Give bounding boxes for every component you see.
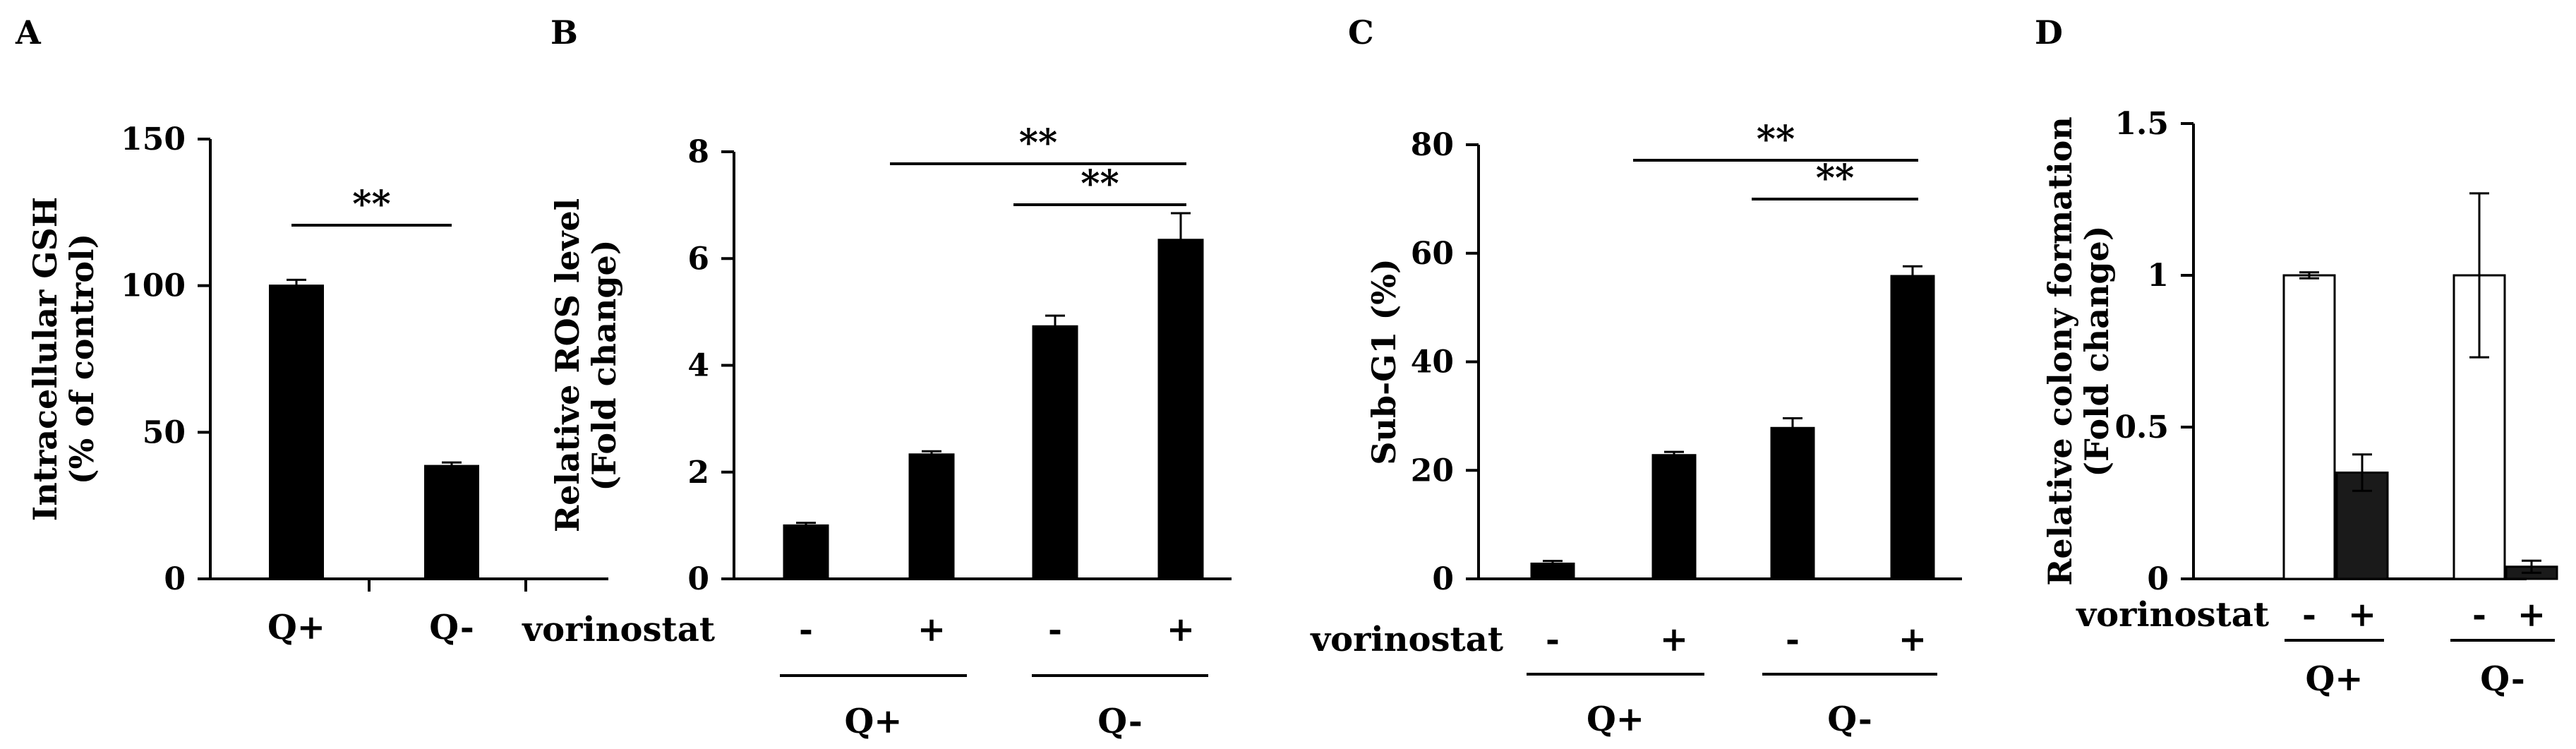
y-axis-label-A: (% of control) [63,234,101,485]
group-label-B: Q+ [844,702,902,741]
bar-B-0 [783,524,829,580]
significance-marker-A: ** [352,183,390,226]
bar-C-3 [1890,275,1935,580]
panel-letter-D: D [2035,13,2063,52]
y-axis-label-C: Sub-G1 (%) [1365,258,1403,465]
treatment-label-D: + [2348,595,2376,635]
group-label-C: Q+ [1587,700,1644,739]
vorinostat-row-label-C: vorinostat [1310,620,1503,659]
treatment-label-B: + [1167,610,1195,649]
bar-C-1 [1651,454,1697,580]
bar-A-0 [269,284,324,580]
bar-B-3 [1157,239,1204,580]
group-label-B: Q- [1097,702,1143,741]
bar-D-0 [2282,274,2336,580]
significance-marker-C: ** [1757,118,1795,161]
panel-letter-C: C [1348,13,1374,52]
significance-marker-B: ** [1081,162,1119,205]
y-tick-label-C: 60 [1411,236,1454,272]
significance-marker-B: ** [1019,121,1057,164]
y-tick-label-D: 0 [2147,561,2169,597]
y-tick-label-B: 4 [687,348,709,384]
vorinostat-row-label-D: vorinostat [2076,595,2269,635]
y-axis-label-B: Relative ROS level [548,198,586,532]
bar-A-1 [424,465,479,580]
treatment-label-D: - [2302,595,2316,635]
treatment-label-C: - [1546,620,1560,659]
group-label-C: Q- [1827,700,1872,739]
y-tick-label-B: 0 [687,561,709,597]
y-axis-label-D: (Fold change) [2078,225,2116,477]
y-tick-label-D: 0.5 [2114,409,2169,445]
y-tick-label-D: 1.5 [2114,106,2169,142]
treatment-label-B: - [1048,610,1062,649]
treatment-label-C: - [1786,620,1800,659]
y-axis-label-A: Intracellular GSH [26,197,64,521]
treatment-label-D: - [2472,595,2486,635]
y-tick-label-C: 0 [1432,561,1454,597]
panel-letter-A: A [15,13,42,52]
y-tick-label-A: 100 [121,268,186,304]
category-label-A: Q+ [267,608,325,647]
y-tick-label-C: 80 [1411,127,1454,163]
treatment-label-B: - [799,610,813,649]
group-label-D: Q+ [2305,659,2363,699]
bar-B-2 [1032,325,1078,580]
vorinostat-row-label-B: vorinostat [522,610,715,649]
group-label-D: Q- [2480,659,2525,699]
significance-marker-C: ** [1816,157,1854,200]
treatment-label-C: + [1660,620,1688,659]
bar-B-1 [908,453,955,580]
y-tick-label-A: 50 [143,414,186,450]
y-tick-label-B: 6 [687,241,709,277]
y-tick-label-B: 2 [687,455,709,491]
y-axis-label-D: Relative colony formation [2041,116,2079,586]
panel-letter-B: B [550,13,578,52]
treatment-label-D: + [2517,595,2546,635]
y-axis-label-B: (Fold change) [585,239,623,491]
y-tick-label-A: 150 [121,121,186,157]
y-tick-label-D: 1 [2147,258,2169,294]
treatment-label-C: + [1898,620,1927,659]
y-tick-label-C: 40 [1411,344,1454,381]
y-tick-label-A: 0 [164,561,186,597]
category-label-A: Q- [429,608,474,647]
treatment-label-B: + [917,610,946,649]
y-tick-label-B: 8 [687,134,709,170]
y-tick-label-C: 20 [1411,453,1454,489]
bar-C-2 [1770,426,1815,580]
